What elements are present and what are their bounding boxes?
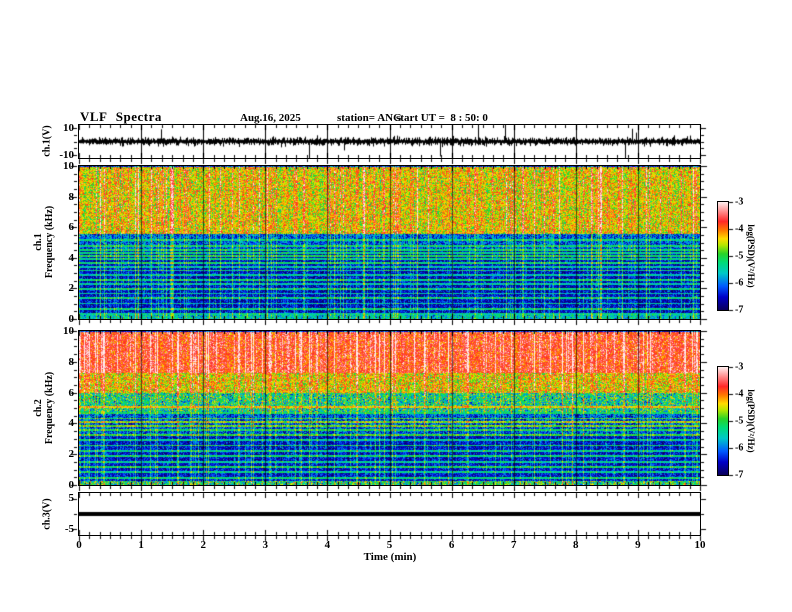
figure-title: VLF Spectra (80, 109, 162, 124)
ch1-spectrogram-canvas (79, 166, 700, 319)
tick-label: 7 (510, 539, 517, 551)
colorbar-ch1-label: log(PSD)(V²/Hz) (746, 224, 756, 288)
tick-label: -6 (735, 277, 744, 289)
tick-label: 8 (68, 190, 75, 203)
ch2-axis-line1: ch.2 (33, 399, 44, 417)
ch1-spectrogram-panel (78, 165, 701, 320)
tick-label: 6 (448, 539, 455, 551)
tick-label: 10 (694, 539, 706, 551)
tick-label: 5 (386, 539, 393, 551)
tick-label: -5 (735, 415, 744, 427)
tick-label: 10 (63, 325, 74, 337)
time-axis-label: Time (min) (363, 551, 417, 563)
tick-label: 8 (573, 539, 579, 551)
ch1-axis-line1: ch.1 (33, 233, 44, 251)
tick-label: 3 (262, 539, 269, 551)
ch3-voltage-axis-label: ch.3(V) (42, 498, 53, 529)
tick-label: 0 (68, 313, 75, 325)
tick-label: -5 (735, 250, 744, 262)
tick-label: 0 (76, 539, 82, 551)
ch3-waveform-panel (78, 492, 701, 536)
station-label: station= ANG (337, 112, 402, 124)
tick-label: 10 (63, 160, 74, 172)
tick-label: 2 (68, 448, 75, 461)
tick-label: 1 (138, 539, 144, 551)
tick-label: -7 (735, 469, 744, 481)
ch1-waveform-panel (78, 124, 701, 159)
tick-label: -4 (735, 388, 744, 400)
tick-label: 2 (68, 282, 75, 295)
tick-label: 0 (68, 479, 75, 491)
ch3-waveform-canvas (79, 493, 700, 535)
ch2-spectrogram-canvas (79, 331, 700, 485)
date-label: Aug.16, 2025 (240, 112, 301, 124)
ch3-voltage-axis-text: ch.3(V) (41, 498, 53, 530)
ch2-axis-line2: Frequency (kHz) (44, 371, 55, 445)
ch1-voltage-axis-text: ch.1(V) (41, 125, 53, 157)
colorbar-ch2-label: log(PSD)(V²/Hz) (746, 389, 756, 453)
ch2-frequency-axis-label: ch.2 Frequency (kHz) (33, 372, 55, 444)
tick-label: -4 (735, 223, 744, 235)
ch2-spectrogram-panel (78, 330, 701, 486)
tick-label: 2 (200, 539, 206, 551)
tick-label: -3 (735, 196, 744, 208)
tick-label: 8 (68, 355, 75, 368)
ch1-axis-line2: Frequency (kHz) (44, 205, 55, 279)
tick-label: -3 (735, 361, 744, 373)
tick-label: -6 (735, 442, 744, 454)
tick-label: 9 (635, 539, 641, 551)
colorbar-ch1 (717, 201, 729, 311)
colorbar-ch2 (717, 366, 729, 476)
ch1-waveform-canvas (79, 125, 700, 158)
ch1-frequency-axis-label: ch.1 Frequency (kHz) (33, 206, 55, 278)
ch1-voltage-axis-label: ch.1(V) (42, 125, 53, 156)
tick-label: -7 (735, 304, 744, 316)
tick-label: 4 (324, 539, 331, 551)
start-ut-label: start UT = 8 : 50: 0 (396, 112, 488, 124)
